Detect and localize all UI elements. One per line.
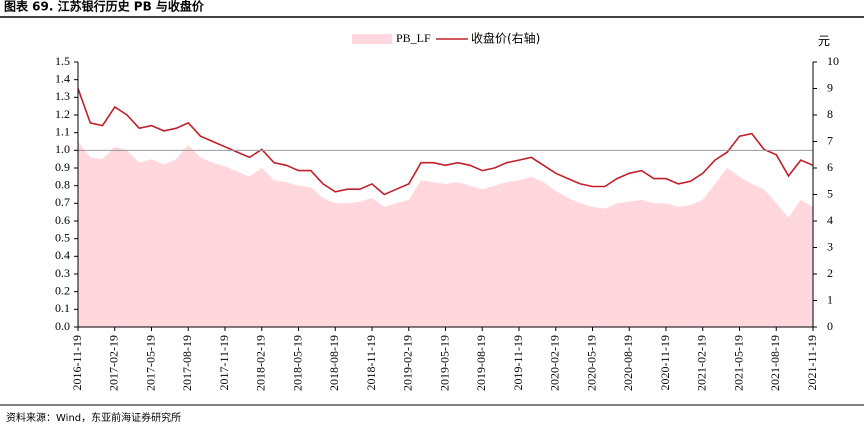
x-tick-label: 2017-02-19 <box>107 335 121 391</box>
y-tick-label: 0.6 <box>55 213 70 227</box>
x-tick-label: 2021-11-19 <box>805 335 819 391</box>
legend-label: PB_LF <box>396 31 431 45</box>
y-tick-label: 1.3 <box>55 89 70 103</box>
pb-area <box>78 141 813 327</box>
y-tick-label: 0.8 <box>55 177 70 191</box>
y2-tick-label: 2 <box>827 266 833 280</box>
y-tick-label: 1.5 <box>55 54 70 68</box>
y2-tick-label: 7 <box>827 133 833 147</box>
y-tick-label: 0.1 <box>55 301 70 315</box>
x-tick-label: 2018-11-19 <box>364 335 378 391</box>
price-line <box>77 88 814 196</box>
x-tick-label: 2018-08-19 <box>327 335 341 391</box>
y-tick-label: 0.0 <box>55 319 70 333</box>
y-tick-label: 0.5 <box>55 230 70 244</box>
y2-tick-label: 0 <box>827 319 833 333</box>
x-tick-label: 2019-05-19 <box>437 335 451 391</box>
y2-tick-label: 10 <box>827 54 839 68</box>
y2-tick-label: 6 <box>827 160 833 174</box>
x-tick-label: 2020-02-19 <box>548 335 562 391</box>
x-tick-label: 2016-11-19 <box>70 335 84 391</box>
x-tick-label: 2018-05-19 <box>290 335 304 391</box>
x-tick-label: 2019-08-19 <box>474 335 488 391</box>
y-tick-label: 1.0 <box>55 142 70 156</box>
y-tick-label: 0.2 <box>55 283 70 297</box>
y-tick-label: 1.1 <box>55 124 70 138</box>
y2-tick-label: 1 <box>827 292 833 306</box>
y2-tick-label: 3 <box>827 239 833 253</box>
y-tick-label: 0.9 <box>55 160 70 174</box>
x-tick-label: 2017-05-19 <box>143 335 157 391</box>
legend-swatch <box>352 34 392 44</box>
y-tick-label: 0.4 <box>55 248 70 262</box>
x-tick-label: 2021-08-19 <box>768 335 782 391</box>
x-tick-label: 2021-05-19 <box>731 335 745 391</box>
y-tick-label: 1.2 <box>55 107 70 121</box>
x-tick-label: 2019-11-19 <box>511 335 525 391</box>
y2-tick-label: 9 <box>827 80 833 94</box>
y2-unit: 元 <box>818 34 830 48</box>
y-tick-label: 1.4 <box>55 71 70 85</box>
y-tick-label: 0.3 <box>55 266 70 280</box>
x-tick-label: 2020-08-19 <box>621 335 635 391</box>
y-tick-label: 0.7 <box>55 195 70 209</box>
y2-tick-label: 5 <box>827 186 833 200</box>
x-tick-label: 2017-11-19 <box>217 335 231 391</box>
x-tick-label: 2019-02-19 <box>401 335 415 391</box>
x-tick-label: 2020-11-19 <box>658 335 672 391</box>
x-tick-label: 2017-08-19 <box>180 335 194 391</box>
y2-tick-label: 4 <box>827 213 833 227</box>
x-tick-label: 2020-05-19 <box>584 335 598 391</box>
y2-tick-label: 8 <box>827 107 833 121</box>
source-note: 资料来源：Wind，东亚前海证券研究所 <box>6 411 181 424</box>
x-tick-label: 2018-02-19 <box>254 335 268 391</box>
legend-label: 收盘价(右轴) <box>471 31 540 46</box>
chart-title: 图表 69. 江苏银行历史 PB 与收盘价 <box>4 0 205 14</box>
x-tick-label: 2021-02-19 <box>695 335 709 391</box>
